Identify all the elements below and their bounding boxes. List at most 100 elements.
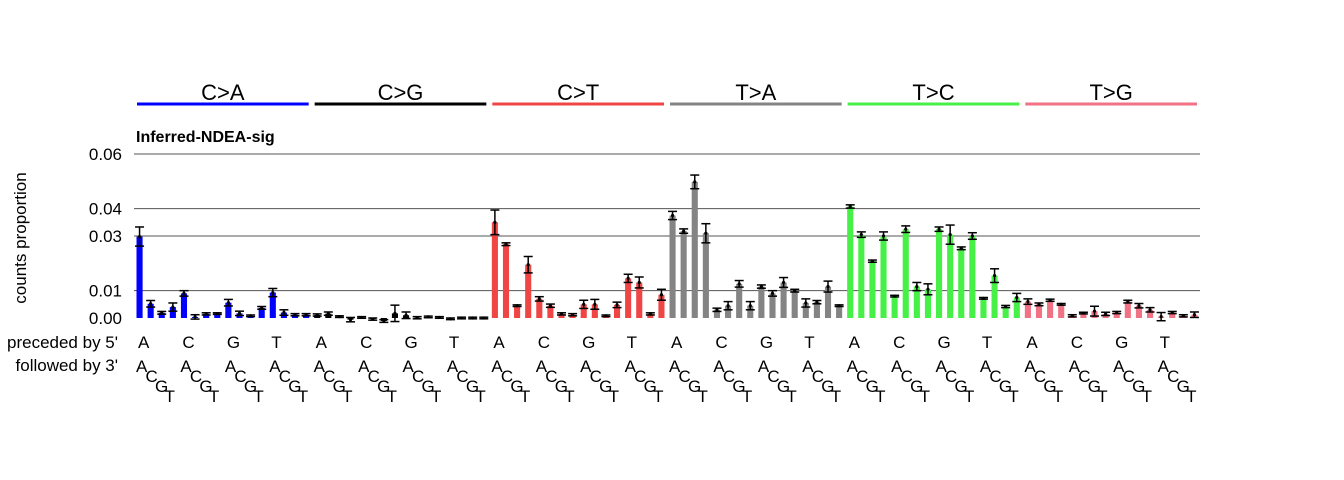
- three-prime-base: T: [698, 387, 708, 406]
- three-prime-base: G: [599, 377, 612, 396]
- bar: [647, 313, 654, 318]
- bar: [613, 304, 621, 318]
- three-prime-base: T: [653, 387, 663, 406]
- bar: [824, 286, 832, 318]
- three-prime-base: G: [1088, 377, 1101, 396]
- bar: [858, 234, 865, 318]
- group-label: C>A: [201, 80, 245, 105]
- three-prime-base: A: [936, 357, 948, 376]
- five-prime-base: A: [316, 333, 328, 352]
- mean-point: [204, 312, 208, 316]
- mean-point: [926, 287, 930, 291]
- three-prime-base: T: [875, 387, 885, 406]
- mean-point: [1015, 295, 1019, 300]
- mean-point: [637, 280, 641, 285]
- three-prime-base: C: [679, 367, 691, 386]
- mean-point: [1081, 311, 1086, 315]
- bar: [502, 244, 510, 318]
- mean-point: [437, 315, 441, 320]
- three-prime-base: A: [225, 357, 237, 376]
- five-prime-base: G: [1115, 333, 1128, 352]
- mean-point: [215, 312, 219, 316]
- mean-point: [171, 305, 175, 309]
- mean-point: [615, 303, 619, 307]
- y-axis: 0.00 0.01 0.03 0.04 0.06: [89, 145, 122, 328]
- five-prime-base: A: [138, 333, 150, 352]
- five-prime-base: G: [938, 333, 951, 352]
- five-prime-base: G: [227, 333, 240, 352]
- bar: [758, 286, 765, 318]
- mean-point: [881, 234, 886, 238]
- mean-point: [1159, 315, 1163, 319]
- three-prime-base: G: [1043, 377, 1056, 396]
- bar: [869, 261, 876, 318]
- bar: [958, 248, 965, 318]
- bar: [880, 236, 887, 318]
- mean-point: [149, 302, 153, 306]
- mutation-type-headers: C>A C>G C>T T>A T>C T>G: [137, 80, 1197, 106]
- five-prime-base: T: [982, 333, 992, 352]
- bar: [514, 305, 521, 318]
- mean-point: [904, 227, 908, 231]
- three-prime-base: C: [901, 367, 913, 386]
- bar: [747, 305, 754, 318]
- mean-point: [248, 314, 253, 318]
- bar: [269, 292, 276, 318]
- mean-point: [859, 233, 863, 237]
- three-prime-base: C: [234, 367, 246, 386]
- three-prime-base: T: [920, 387, 930, 406]
- five-prime-base: A: [1026, 333, 1038, 352]
- three-prime-base: C: [989, 367, 1001, 386]
- mean-point: [1137, 304, 1141, 308]
- context-labels: AACGTCACGTGACGTTACGTAACGTCACGTGACGTTACGT…: [136, 333, 1196, 406]
- group-label: C>T: [557, 80, 599, 105]
- mean-point: [848, 204, 852, 209]
- mean-point: [826, 284, 830, 289]
- bar: [991, 275, 998, 318]
- three-prime-base: A: [180, 357, 192, 376]
- three-prime-base: G: [155, 377, 168, 396]
- mean-point: [815, 300, 819, 304]
- bar: [258, 307, 265, 318]
- bar: [225, 302, 232, 318]
- bar: [1035, 304, 1043, 318]
- three-prime-base: T: [298, 387, 308, 406]
- three-prime-base: C: [1034, 367, 1046, 386]
- bar: [169, 307, 176, 318]
- three-prime-base: T: [1142, 387, 1152, 406]
- five-prime-base: T: [804, 333, 814, 352]
- five-prime-base: C: [360, 333, 372, 352]
- preceded-by-label: preceded by 5': [7, 333, 118, 352]
- mean-point: [348, 318, 353, 322]
- mean-point: [682, 229, 686, 233]
- mean-point: [626, 276, 630, 280]
- five-prime-base: C: [1071, 333, 1083, 352]
- mean-point: [737, 282, 741, 286]
- mean-point: [715, 308, 719, 312]
- bar: [836, 305, 843, 318]
- bar: [980, 298, 987, 318]
- mean-point: [659, 293, 664, 297]
- y-tick-label: 0.01: [89, 282, 122, 301]
- mean-point: [471, 316, 475, 320]
- three-prime-base: G: [466, 377, 479, 396]
- three-prime-base: G: [777, 377, 790, 396]
- five-prime-base: T: [449, 333, 459, 352]
- three-prime-base: G: [333, 377, 346, 396]
- bar: [1080, 313, 1087, 318]
- five-prime-base: T: [1160, 333, 1170, 352]
- three-prime-base: T: [564, 387, 574, 406]
- three-prime-base: C: [1078, 367, 1090, 386]
- three-prime-base: A: [1069, 357, 1081, 376]
- three-prime-base: T: [1008, 387, 1018, 406]
- bar: [769, 293, 776, 318]
- three-prime-base: T: [609, 387, 619, 406]
- mean-point: [759, 284, 763, 289]
- three-prime-base: G: [732, 377, 745, 396]
- three-prime-base: G: [999, 377, 1012, 396]
- five-prime-base: T: [271, 333, 281, 352]
- bar: [1024, 301, 1031, 318]
- mean-point: [1126, 300, 1130, 304]
- bar: [1135, 305, 1142, 318]
